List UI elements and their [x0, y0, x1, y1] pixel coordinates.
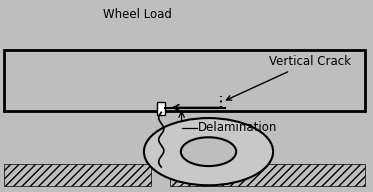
Circle shape [181, 137, 236, 166]
Text: Delamination: Delamination [197, 121, 277, 134]
Circle shape [144, 118, 273, 185]
Bar [4, 164, 151, 186]
Bar [4, 50, 366, 111]
Bar [157, 102, 165, 115]
Bar [170, 164, 366, 186]
Text: Vertical Crack: Vertical Crack [226, 55, 351, 100]
Text: Wheel Load: Wheel Load [103, 8, 172, 21]
